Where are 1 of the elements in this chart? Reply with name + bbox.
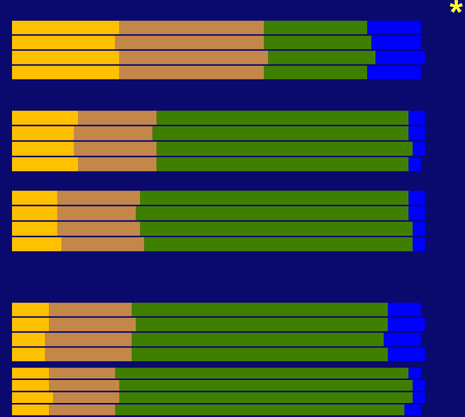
text: * <box>450 0 463 13</box>
